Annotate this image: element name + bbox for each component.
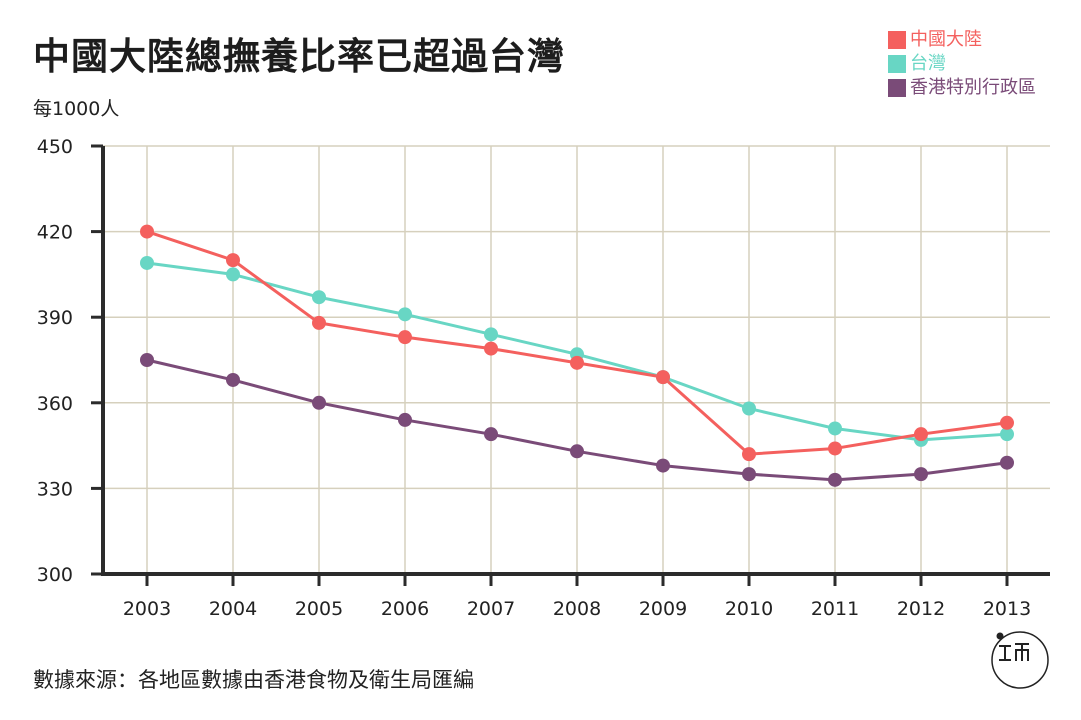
legend-swatch-mainland <box>888 31 906 49</box>
data-point-taiwan-2003 <box>140 255 154 270</box>
data-point-hongkong-2012 <box>914 467 928 482</box>
legend-label-taiwan: 台灣 <box>910 53 946 74</box>
x-tick-label-2010: 2010 <box>725 598 773 620</box>
data-point-mainland-2006 <box>398 330 412 345</box>
x-tick-label-2007: 2007 <box>467 598 515 620</box>
data-point-hongkong-2010 <box>742 467 756 482</box>
y-tick-label-390: 390 <box>37 307 73 329</box>
legend-swatch-hongkong <box>888 79 906 97</box>
data-point-hongkong-2003 <box>140 353 154 367</box>
data-point-hongkong-2005 <box>312 395 326 410</box>
data-point-mainland-2011 <box>828 441 842 456</box>
x-tick-label-2006: 2006 <box>381 598 429 620</box>
legend-swatch-taiwan <box>888 55 906 73</box>
data-point-hongkong-2011 <box>828 472 842 487</box>
data-point-mainland-2005 <box>312 315 326 330</box>
y-tick-label-300: 300 <box>37 564 73 586</box>
data-point-mainland-2012 <box>914 427 928 442</box>
data-point-mainland-2003 <box>140 224 154 239</box>
data-point-mainland-2008 <box>570 355 584 370</box>
data-point-hongkong-2013 <box>1000 455 1014 470</box>
data-point-mainland-2013 <box>1000 415 1014 430</box>
x-tick-label-2009: 2009 <box>639 598 687 620</box>
x-tick-label-2011: 2011 <box>811 598 859 620</box>
y-axis-unit-label: 每1000人 <box>33 98 120 120</box>
data-point-taiwan-2004 <box>226 267 240 282</box>
data-point-hongkong-2009 <box>656 458 670 473</box>
data-point-mainland-2007 <box>484 341 498 356</box>
data-point-mainland-2010 <box>742 447 756 462</box>
chart-title: 中國大陸總撫養比率已超過台灣 <box>33 35 565 78</box>
data-point-mainland-2009 <box>656 370 670 385</box>
data-point-hongkong-2004 <box>226 372 240 387</box>
data-point-mainland-2004 <box>226 253 240 268</box>
legend: 中國大陸 台灣 香港特別行政區 <box>888 28 1036 100</box>
x-tick-label-2003: 2003 <box>123 598 171 620</box>
x-tick-label-2012: 2012 <box>897 598 945 620</box>
x-tick-label-2004: 2004 <box>209 598 257 620</box>
legend-label-mainland: 中國大陸 <box>910 29 982 50</box>
legend-item-mainland: 中國大陸 <box>888 28 1036 52</box>
x-tick-label-2008: 2008 <box>553 598 601 620</box>
data-point-taiwan-2007 <box>484 327 498 342</box>
data-point-hongkong-2008 <box>570 444 584 459</box>
data-point-hongkong-2006 <box>398 412 412 427</box>
data-point-taiwan-2011 <box>828 421 842 436</box>
publisher-logo-icon <box>991 631 1049 689</box>
data-point-taiwan-2005 <box>312 290 326 305</box>
data-point-hongkong-2007 <box>484 427 498 442</box>
y-tick-label-420: 420 <box>37 222 73 244</box>
y-tick-label-360: 360 <box>37 393 73 415</box>
legend-item-hongkong: 香港特別行政區 <box>888 76 1036 100</box>
x-tick-label-2005: 2005 <box>295 598 343 620</box>
y-tick-label-330: 330 <box>37 478 73 500</box>
legend-item-taiwan: 台灣 <box>888 52 1036 76</box>
data-point-taiwan-2013 <box>1000 427 1014 442</box>
y-tick-label-450: 450 <box>37 136 73 158</box>
data-source-note: 數據來源：各地區數據由香港食物及衛生局匯編 <box>33 668 474 692</box>
legend-label-hongkong: 香港特別行政區 <box>910 77 1036 98</box>
data-point-taiwan-2010 <box>742 401 756 416</box>
data-point-taiwan-2006 <box>398 307 412 322</box>
x-tick-label-2013: 2013 <box>983 598 1031 620</box>
